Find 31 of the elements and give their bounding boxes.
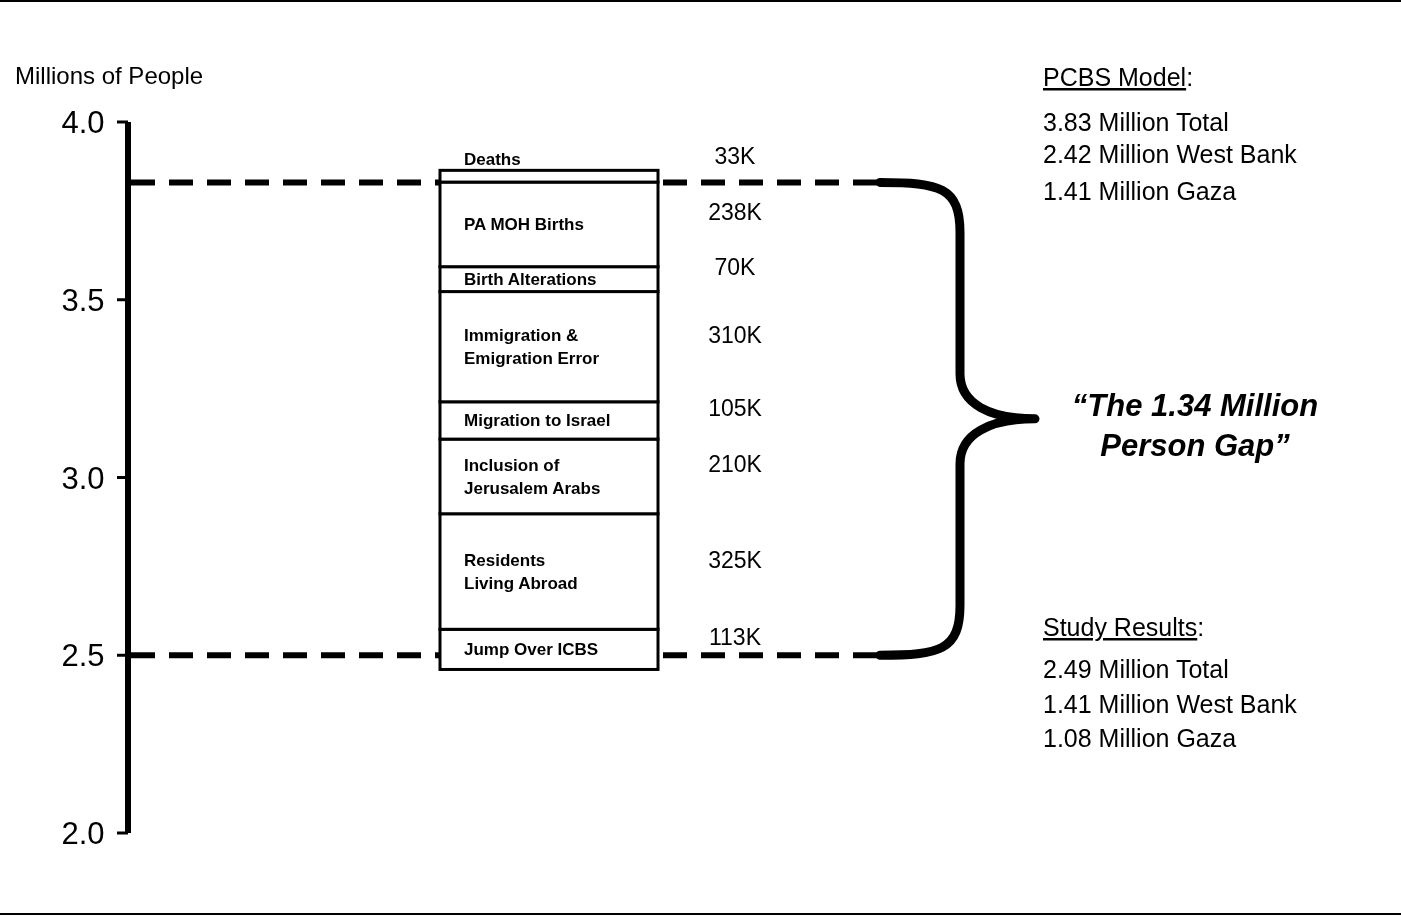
text: 2.42 Million West Bank — [1043, 140, 1298, 168]
series-label: Inclusion of Jerusalem Arabs — [464, 455, 601, 498]
text: 1.08 Million Gaza — [1043, 724, 1237, 752]
text: 3.83 Million Total — [1043, 108, 1229, 136]
y-tick-label: 3.0 — [61, 460, 105, 496]
series-label: Residents Living Abroad — [464, 551, 578, 594]
y-axis-title: Millions of People — [15, 62, 204, 89]
text: 1.41 Million West Bank — [1043, 690, 1298, 718]
y-tick-label: 4.0 — [61, 105, 105, 140]
series-label: Birth Alterations — [464, 270, 597, 290]
series-label: PA MOH Births — [464, 215, 584, 235]
annotation: 238K — [708, 199, 763, 226]
annotation: 113K — [708, 624, 762, 651]
text: 1.41 Million Gaza — [1043, 177, 1237, 205]
y-tick-label: 2.5 — [61, 638, 105, 674]
text: 2.49 Million Total — [1043, 655, 1229, 683]
y-tick-label: 2.0 — [61, 816, 105, 851]
text: Study Results: — [1043, 613, 1205, 641]
series-label: Migration to Israel — [464, 411, 611, 431]
annotation: 325K — [708, 546, 763, 573]
annotation: 310K — [708, 321, 763, 348]
series-label: Jump Over ICBS — [464, 640, 599, 660]
text: “The 1.34 Million Person Gap” — [1071, 387, 1319, 463]
annotation: 70K — [714, 254, 757, 281]
y-tick-label: 3.5 — [61, 282, 105, 318]
text: PCBS Model: — [1043, 63, 1194, 91]
series-label: Immigration & Emigration Error — [464, 326, 600, 369]
series-label: Deaths — [464, 150, 521, 170]
annotation: 210K — [708, 451, 763, 478]
annotation: 105K — [708, 395, 763, 422]
annotation: 33K — [714, 143, 757, 170]
